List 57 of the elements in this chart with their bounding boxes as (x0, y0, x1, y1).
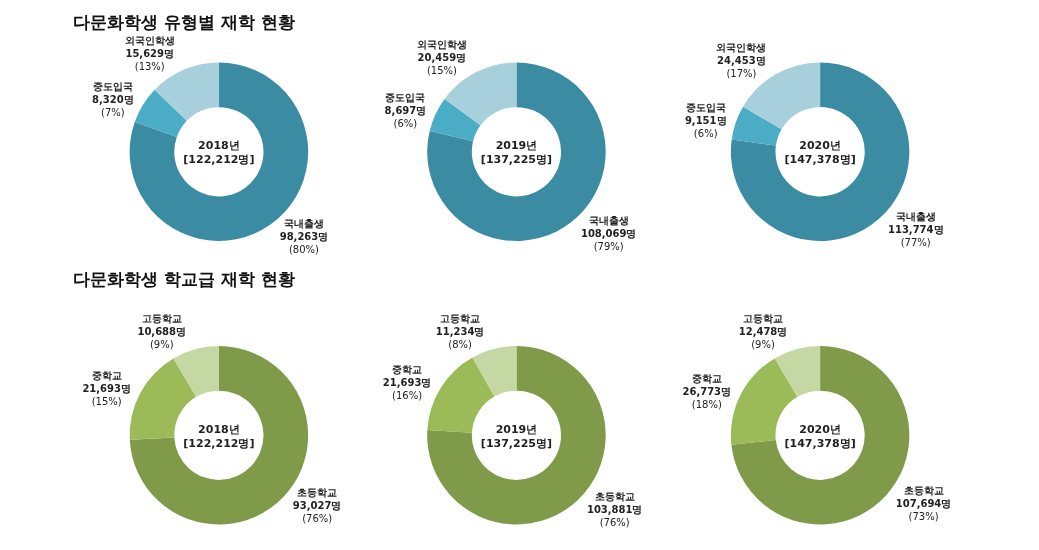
slice-label: 고등학교 (743, 313, 784, 325)
slice-label: 외국인학생 (416, 38, 467, 50)
data-label: 8,320명 (7%) (92, 94, 134, 119)
slice-label: 중학교 (392, 364, 423, 376)
donut-slice (134, 89, 187, 137)
text: 2019년 (495, 139, 538, 153)
slice-label: 중학교 (691, 373, 722, 385)
text: 2018년 (198, 422, 240, 436)
text: 2019년 (495, 422, 538, 436)
chart-title: 다문화학생 학교급 재학 현황 (73, 269, 295, 289)
data-label: 9,151명 (6%) (684, 115, 727, 140)
text: [147,378명] (784, 153, 856, 167)
slice-label: 초등학교 (903, 484, 944, 496)
data-label: 113,774명 (77%) (887, 224, 944, 249)
slice-label: 초등학교 (297, 486, 338, 498)
text: [122,212명] (183, 153, 255, 167)
slice-label: 초등학교 (594, 491, 635, 503)
donut-slice (472, 346, 517, 397)
donut-slice (129, 358, 197, 440)
data-label: 103,881명 (76%) (586, 504, 643, 529)
data-label: 10,688명 (9%) (137, 326, 187, 351)
data-label: 107,694명 (73%) (895, 497, 952, 522)
data-label: 15,629명 (13%) (125, 48, 175, 73)
donut-slice (774, 346, 821, 397)
data-label: 24,453명 (17%) (717, 54, 766, 79)
text: [147,378명] (784, 436, 856, 450)
slice-label: 국내출생 (895, 211, 936, 223)
donut-slice (429, 98, 481, 142)
text: [137,225명] (480, 436, 553, 450)
slice-label: 고등학교 (141, 313, 182, 325)
data-label: 93,027명 (76%) (292, 499, 342, 524)
slice-label: 외국인학생 (124, 35, 175, 47)
chart-title: 다문화학생 유형별 재학 현황 (73, 12, 295, 32)
slice-label: 중학교 (91, 370, 122, 382)
text: 2020년 (799, 422, 841, 436)
slice-label: 중도입국 (685, 102, 726, 114)
data-label: 11,234명 (8%) (435, 326, 485, 351)
text: 2018년 (198, 139, 240, 153)
data-label: 21,693명 (16%) (382, 377, 432, 402)
data-label: 20,459명 (15%) (417, 51, 467, 76)
data-label: 21,693명 (15%) (82, 383, 131, 408)
slice-label: 중도입국 (92, 81, 133, 93)
slice-label: 국내출생 (283, 218, 324, 230)
slice-label: 고등학교 (440, 313, 481, 325)
text: [122,212명] (183, 436, 255, 450)
slice-label: 국내출생 (588, 214, 629, 226)
data-label: 108,069명 (79%) (580, 227, 637, 252)
donut-slice (731, 106, 782, 146)
slice-label: 중도입국 (385, 92, 426, 104)
slice-label: 외국인학생 (716, 41, 767, 53)
text: [137,225명] (480, 153, 553, 167)
text: 2020년 (799, 139, 841, 153)
data-label: 26,773명 (18%) (682, 386, 732, 411)
data-label: 98,263명 (80%) (279, 231, 329, 256)
data-label: 8,697명 (6%) (384, 105, 427, 130)
donut-slice (173, 346, 219, 397)
data-label: 12,478명 (9%) (738, 326, 788, 351)
